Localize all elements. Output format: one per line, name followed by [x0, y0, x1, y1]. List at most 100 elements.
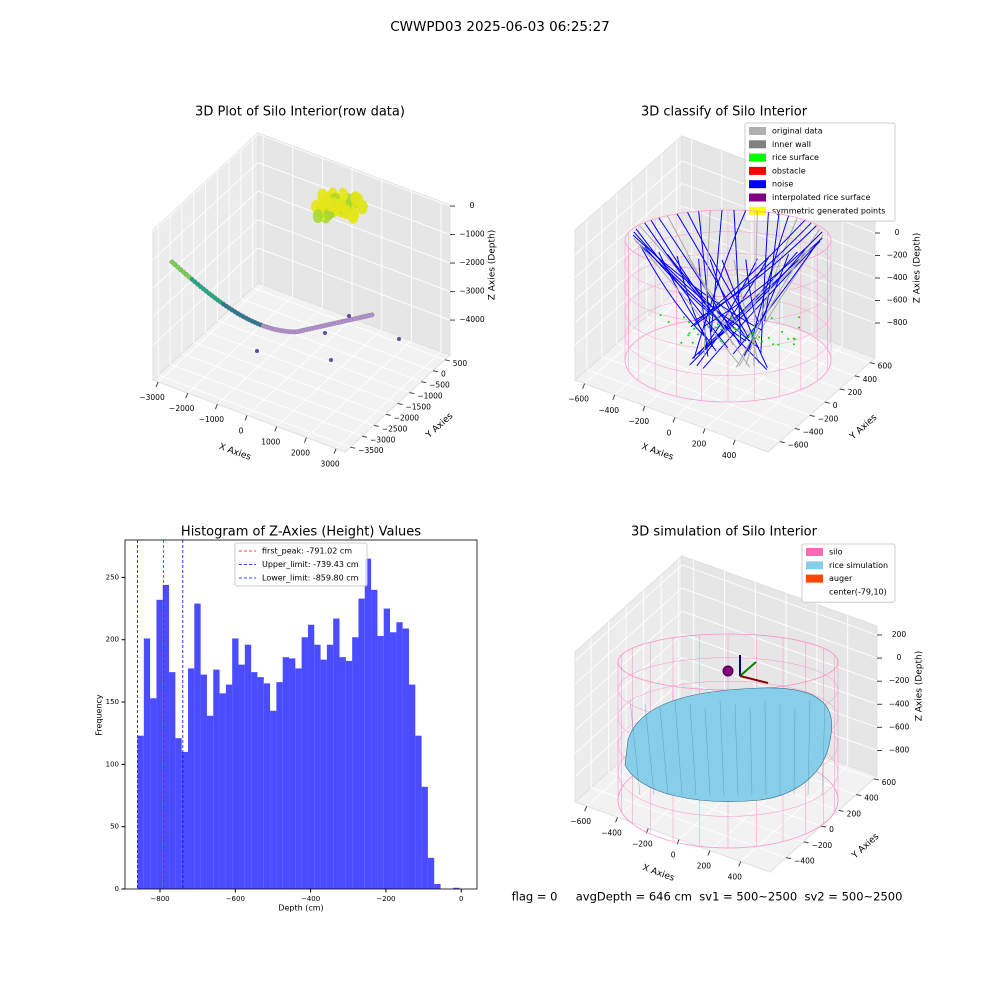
- x-tick-label: 0: [239, 426, 244, 435]
- z-tick-label: −1000: [459, 230, 485, 239]
- grid-line: [584, 289, 692, 384]
- grid-line: [257, 133, 451, 207]
- grid-line: [257, 247, 451, 321]
- rice-mesh-decoration: [689, 703, 697, 796]
- tick-mark: [244, 415, 248, 421]
- grid-line: [574, 657, 683, 754]
- grid-line: [616, 342, 810, 416]
- bar: [276, 682, 283, 889]
- grid-line: [257, 219, 451, 292]
- tick-mark: [824, 401, 830, 404]
- bar: [225, 684, 233, 889]
- point-decoration: [347, 314, 351, 318]
- noise-decoration: [745, 217, 798, 366]
- noise-decoration: [710, 210, 723, 332]
- bar: [314, 644, 321, 889]
- surface-decoration: [767, 336, 770, 339]
- legend-label: symmetric generated points: [772, 206, 885, 215]
- tick-mark: [873, 778, 879, 781]
- legend-swatch: [806, 548, 823, 556]
- bar: [301, 637, 308, 889]
- legend-label: Upper_limit: -739.43 cm: [262, 560, 359, 569]
- tick-mark: [615, 817, 618, 823]
- x-tick-label: −200: [629, 417, 650, 426]
- grid-line: [574, 610, 683, 708]
- surface-decoration: [777, 343, 780, 346]
- bar: [295, 668, 302, 889]
- rice-mesh-decoration: [659, 707, 669, 796]
- noise-decoration: [650, 220, 725, 329]
- tick-mark: [373, 424, 379, 427]
- grid-line: [152, 190, 259, 289]
- surface-decoration: [734, 327, 737, 330]
- bar: [244, 644, 252, 889]
- grid-line: [574, 183, 683, 278]
- bar: [434, 884, 441, 889]
- z-tick-label: 200: [892, 630, 907, 639]
- noise-decoration: [733, 259, 760, 364]
- noise-decoration: [633, 231, 740, 328]
- bar: [219, 693, 226, 889]
- rice-mesh-decoration: [704, 707, 711, 796]
- legend-swatch: [806, 574, 823, 583]
- legend-box: [801, 543, 896, 603]
- rice-mesh-decoration: [764, 699, 767, 796]
- bar: [232, 638, 239, 889]
- bar: [383, 608, 391, 889]
- grid-line: [169, 363, 363, 437]
- bar: [326, 644, 334, 889]
- point-decoration: [323, 331, 327, 335]
- noise-decoration: [735, 228, 821, 368]
- surface-decoration: [706, 340, 709, 343]
- noise-decoration: [733, 210, 742, 342]
- surface-decoration: [667, 320, 670, 323]
- surface-decoration: [753, 337, 756, 340]
- surface-decoration: [747, 335, 750, 338]
- axis-arrow: [739, 661, 757, 677]
- z-tick-label: −4000: [459, 315, 485, 324]
- noise-decoration: [694, 225, 817, 321]
- grid-line: [586, 369, 780, 443]
- grid-line: [228, 309, 422, 383]
- y-tick-label: 0: [441, 370, 446, 379]
- bar: [200, 674, 207, 889]
- noise-decoration: [698, 258, 709, 357]
- y-tick-label: 600: [882, 778, 897, 787]
- surface-decoration: [697, 333, 700, 336]
- y-tick-label: −500: [429, 381, 450, 390]
- tick-mark: [274, 426, 278, 432]
- legend-swatch: [749, 127, 766, 135]
- legend-swatch: [749, 153, 766, 162]
- grid-line: [240, 298, 434, 372]
- z-axis-label: Z Axies (Depth): [915, 651, 925, 722]
- grid-line: [681, 610, 878, 682]
- legend-label: rice surface: [772, 153, 819, 162]
- x-tick-label: 0: [671, 850, 676, 859]
- noise-decoration: [760, 212, 769, 355]
- figure-title: CWWPD03 2025-06-03 06:25:27: [390, 19, 610, 35]
- x-tick-label: −2000: [169, 404, 195, 413]
- bar: [143, 638, 151, 889]
- surface-decoration: [730, 317, 733, 320]
- surface-decoration: [798, 316, 801, 319]
- surface-decoration: [680, 341, 683, 344]
- surface-decoration: [758, 336, 761, 339]
- surface-decoration: [682, 316, 685, 319]
- point-decoration: [369, 312, 375, 318]
- noise-decoration: [727, 255, 780, 323]
- surface-decoration: [792, 337, 795, 340]
- legend-swatch: [806, 561, 823, 570]
- noise-decoration: [687, 257, 759, 341]
- y-tick-label: 200: [847, 809, 862, 818]
- surface-decoration: [793, 343, 796, 346]
- noise-decoration: [644, 222, 727, 330]
- x-tick-label: −400: [598, 406, 619, 415]
- y-tick-label: 400: [864, 794, 879, 803]
- z-tick-label: −600: [889, 722, 910, 731]
- tick-mark: [185, 392, 189, 399]
- rice-mesh-decoration: [674, 699, 683, 796]
- tick-mark: [397, 403, 403, 405]
- z-tick-label: 0: [470, 201, 475, 210]
- y-tick-label: −400: [803, 428, 824, 437]
- status-text: flag = 0 avgDepth = 646 cm sv1 = 500~250…: [512, 890, 903, 904]
